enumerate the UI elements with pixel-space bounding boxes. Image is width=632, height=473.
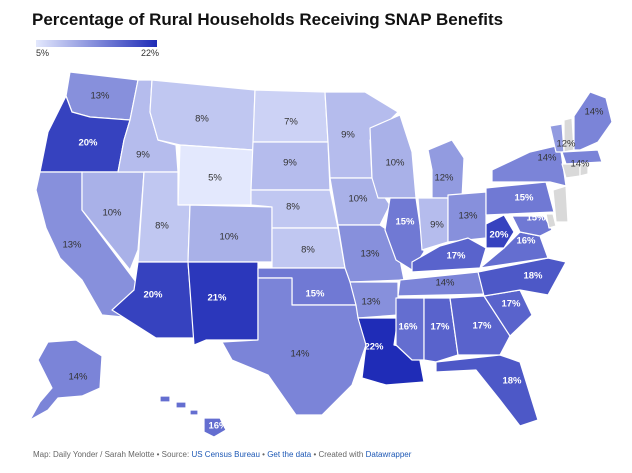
- state-mi[interactable]: [427, 139, 465, 199]
- state-tx[interactable]: [221, 277, 367, 416]
- state-wi[interactable]: [369, 114, 417, 199]
- state-label-mt: 8%: [195, 114, 209, 125]
- state-label-va: 16%: [516, 236, 536, 247]
- get-the-data-link[interactable]: Get the data: [267, 450, 312, 459]
- state-pa[interactable]: [485, 181, 555, 216]
- state-label-ma: 14%: [570, 159, 590, 170]
- state-hi[interactable]: [203, 417, 227, 438]
- state-label-me: 14%: [584, 107, 604, 118]
- state-label-ok: 15%: [305, 289, 325, 300]
- footer-sep-2: • Created with: [311, 450, 366, 459]
- state-label-la: 22%: [364, 342, 384, 353]
- state-label-sd: 9%: [283, 158, 297, 169]
- state-label-tx: 14%: [290, 349, 310, 360]
- state-label-mn: 9%: [341, 130, 355, 141]
- state-al[interactable]: [423, 297, 459, 363]
- state-label-ga: 17%: [472, 321, 492, 332]
- state-label-vt: 12%: [556, 139, 576, 150]
- state-ga[interactable]: [449, 295, 511, 356]
- source-link[interactable]: US Census Bureau: [191, 450, 260, 459]
- legend-max-label: 22%: [141, 48, 160, 58]
- state-label-or: 20%: [78, 138, 98, 149]
- datawrapper-link[interactable]: Datawrapper: [365, 450, 412, 459]
- state-de[interactable]: [545, 213, 557, 229]
- state-hi-island-3[interactable]: [189, 409, 199, 416]
- state-ma[interactable]: [561, 149, 603, 165]
- state-nj[interactable]: [552, 185, 569, 223]
- state-label-wv: 20%: [489, 230, 509, 241]
- state-label-mo: 13%: [360, 249, 380, 260]
- state-label-il: 15%: [395, 217, 415, 228]
- state-label-in: 9%: [430, 220, 444, 231]
- state-ny[interactable]: [491, 144, 567, 187]
- state-label-tn: 14%: [435, 278, 455, 289]
- state-label-nc: 18%: [523, 271, 543, 282]
- state-ri[interactable]: [579, 163, 589, 177]
- state-label-wy: 5%: [208, 173, 222, 184]
- state-label-az: 20%: [143, 290, 163, 301]
- footer-sep-1: •: [259, 450, 268, 459]
- state-label-wi: 10%: [385, 158, 405, 169]
- state-label-co: 10%: [219, 232, 239, 243]
- state-label-fl: 18%: [502, 376, 522, 387]
- state-hi-island-1[interactable]: [159, 395, 171, 403]
- state-label-nm: 21%: [207, 293, 227, 304]
- state-hi-island-2[interactable]: [175, 401, 187, 409]
- state-nm[interactable]: [187, 261, 259, 346]
- footer-prefix: Map: Daily Yonder / Sarah Melotte • Sour…: [33, 450, 192, 459]
- state-label-ar: 13%: [361, 297, 381, 308]
- state-label-nd: 7%: [284, 117, 298, 128]
- state-label-oh: 13%: [458, 211, 478, 222]
- state-label-md: 15%: [526, 213, 546, 224]
- footer-credits: Map: Daily Yonder / Sarah Melotte • Sour…: [33, 450, 411, 459]
- state-label-ca: 13%: [62, 240, 82, 251]
- state-ak[interactable]: [29, 339, 103, 421]
- map-title: Percentage of Rural Households Receiving…: [32, 10, 504, 29]
- state-md[interactable]: [511, 215, 553, 237]
- state-label-mi: 12%: [434, 173, 454, 184]
- state-label-id: 9%: [136, 150, 150, 161]
- state-ar[interactable]: [349, 281, 399, 319]
- state-label-hi: 16%: [208, 421, 228, 432]
- state-wv[interactable]: [485, 214, 515, 249]
- state-label-ny: 14%: [537, 153, 557, 164]
- state-label-al: 17%: [430, 322, 450, 333]
- state-label-ut: 8%: [155, 221, 169, 232]
- state-label-ak: 14%: [68, 372, 88, 383]
- state-label-nv: 10%: [102, 208, 122, 219]
- state-fl[interactable]: [435, 354, 539, 427]
- state-ms[interactable]: [395, 297, 425, 361]
- state-label-pa: 15%: [514, 193, 534, 204]
- state-label-ks: 8%: [301, 245, 315, 256]
- state-label-ms: 16%: [398, 322, 418, 333]
- state-label-ia: 10%: [348, 194, 368, 205]
- state-me[interactable]: [573, 91, 613, 151]
- state-label-ne: 8%: [286, 202, 300, 213]
- state-label-sc: 17%: [501, 299, 521, 310]
- legend-min-label: 5%: [36, 48, 50, 58]
- choropleth-map: 13% 20% 13% 10% 9% 8% 5% 8% 20% 10% 21% 7% 9% 8% 8% 15%…: [29, 71, 613, 438]
- state-label-wa: 13%: [90, 91, 110, 102]
- state-label-ky: 17%: [446, 251, 466, 262]
- color-legend-bar: [36, 40, 157, 47]
